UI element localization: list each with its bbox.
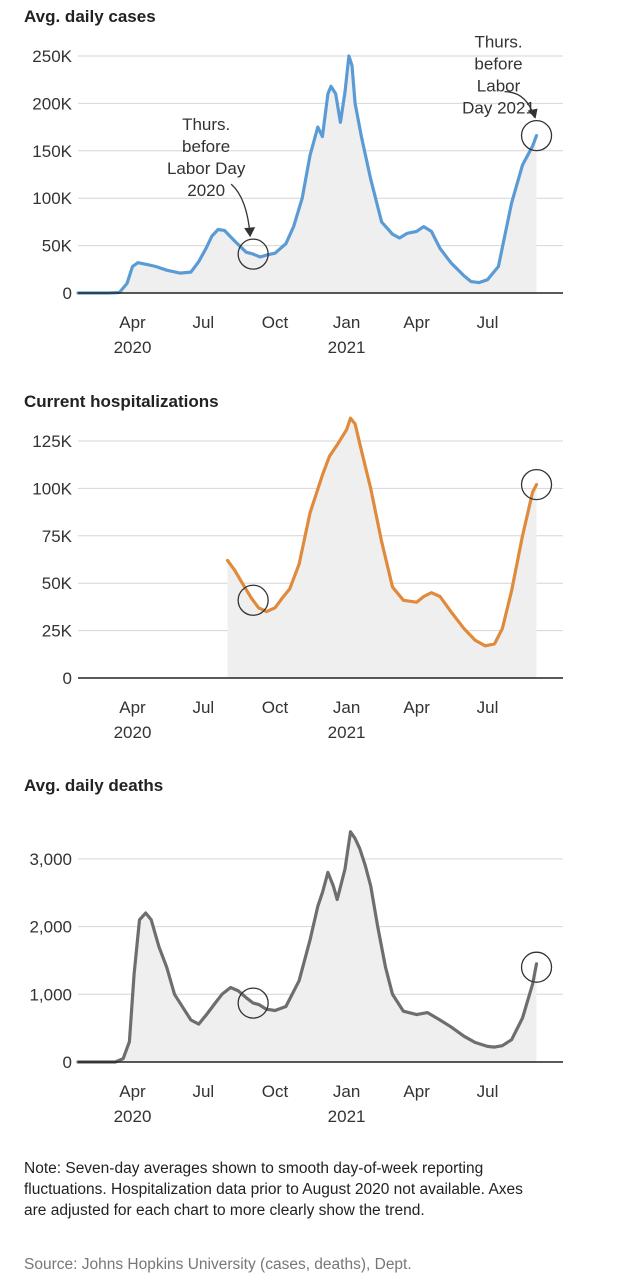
x-tick-label: Oct <box>262 313 289 332</box>
annotation-label: Labor <box>477 77 521 96</box>
series-line <box>76 54 539 295</box>
annotation-label: Thurs. <box>474 33 522 52</box>
x-tick-label: Apr <box>119 1082 146 1101</box>
x-tick-label: Jul <box>477 1082 499 1101</box>
x-tick-year-label: 2020 <box>114 338 152 357</box>
x-tick-year-label: 2020 <box>114 723 152 742</box>
series-line <box>225 416 539 648</box>
y-tick-label: 25K <box>42 622 73 641</box>
cases-chart: 0 50K 100K 150K 200K 250K Apr 2020 Jul Oct Jan 2021… <box>32 33 563 357</box>
y-tick-label: 0 <box>63 284 72 303</box>
annotation-circle <box>237 584 269 616</box>
y-tick-label: 1,000 <box>29 985 72 1004</box>
annotation-arrowhead <box>244 227 256 238</box>
y-tick-label: 50K <box>42 574 73 593</box>
x-tick-label: Apr <box>403 698 430 717</box>
y-tick-label: 50K <box>42 237 73 256</box>
x-tick-label: Jul <box>192 698 214 717</box>
x-tick-label: Jul <box>192 313 214 332</box>
x-tick-label: Apr <box>119 698 146 717</box>
y-tick-label: 100K <box>32 479 72 498</box>
x-tick-label: Oct <box>262 1082 289 1101</box>
y-tick-label: 3,000 <box>29 850 72 869</box>
annotation-label: before <box>182 137 230 156</box>
annotation-label: Thurs. <box>182 115 230 134</box>
series-line <box>76 830 539 1064</box>
annotation-label: Labor Day <box>167 159 246 178</box>
x-tick-label: Apr <box>403 313 430 332</box>
y-tick-label: 100K <box>32 189 72 208</box>
y-tick-label: 200K <box>32 94 72 113</box>
hospitalizations-chart: 0 25K 50K 75K 100K 125K Apr 2020 Jul Oct Jan 2021 Ap… <box>32 416 563 742</box>
chart-title-hospitalizations: Current hospitalizations <box>24 392 219 411</box>
chart-title-cases: Avg. daily cases <box>24 7 156 26</box>
annotation-circle <box>520 119 553 152</box>
x-tick-year-label: 2020 <box>114 1107 152 1126</box>
y-tick-label: 250K <box>32 47 72 66</box>
x-tick-label: Apr <box>119 313 146 332</box>
x-tick-label: Jul <box>477 313 499 332</box>
x-tick-label: Jul <box>477 698 499 717</box>
annotation-circle <box>237 987 269 1019</box>
chart-source: Source: Johns Hopkins University (cases,… <box>24 1256 412 1273</box>
y-tick-label: 2,000 <box>29 918 72 937</box>
annotation-circle <box>237 238 269 270</box>
x-tick-label: Oct <box>262 698 289 717</box>
x-tick-label: Apr <box>403 1082 430 1101</box>
x-tick-label: Jan <box>333 698 360 717</box>
y-tick-label: 75K <box>42 527 73 546</box>
x-tick-label: Jul <box>192 1082 214 1101</box>
x-tick-label: Jan <box>333 1082 360 1101</box>
y-tick-label: 150K <box>32 142 72 161</box>
y-tick-label: 0 <box>63 669 72 688</box>
annotation-label: 2020 <box>187 181 225 200</box>
chart-title-deaths: Avg. daily deaths <box>24 776 164 795</box>
series-area <box>78 831 537 1062</box>
annotation-arrowhead <box>527 108 538 119</box>
x-tick-label: Jan <box>333 313 360 332</box>
x-tick-year-label: 2021 <box>328 723 366 742</box>
x-tick-year-label: 2021 <box>328 338 366 357</box>
chart-note: Note: Seven-day averages shown to smooth… <box>24 1160 523 1219</box>
annotation-label: Day 2021 <box>462 99 535 118</box>
annotation-circle <box>520 951 553 983</box>
annotation-circle <box>520 468 553 501</box>
y-tick-label: 125K <box>32 432 72 451</box>
annotation-label: before <box>474 55 522 74</box>
deaths-chart: 0 1,000 2,000 3,000 Apr 2020 Jul Oct Jan 2021 Apr J… <box>29 830 563 1126</box>
x-tick-year-label: 2021 <box>328 1107 366 1126</box>
y-tick-label: 0 <box>63 1053 72 1072</box>
